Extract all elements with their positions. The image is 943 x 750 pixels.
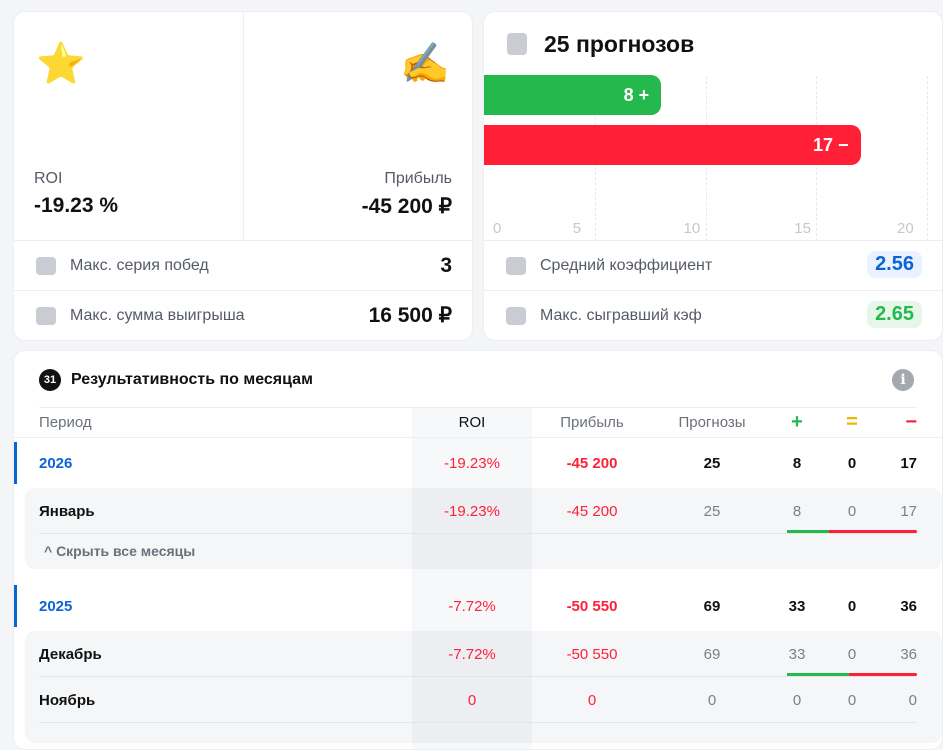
cell-lose: 0 <box>908 691 917 709</box>
cell-profit: -50 550 <box>566 645 618 663</box>
cell-draw: 0 <box>847 597 857 615</box>
x-tick-label: 0 <box>493 220 502 237</box>
cell-roi: -7.72% <box>448 645 496 663</box>
cell-count: 25 <box>703 454 721 472</box>
cell-period: 2026 <box>39 454 73 472</box>
cell-roi: -19.23% <box>444 454 500 472</box>
cell-count: 0 <box>707 691 717 709</box>
month-row[interactable]: Ноябрь 0 0 0 0 0 0 <box>14 677 942 723</box>
wins-bar: 8 + <box>484 75 662 115</box>
year-row[interactable]: 2026 -19.23% -45 200 25 8 0 17 <box>14 438 942 488</box>
months-group <box>25 488 942 569</box>
header-0: Период <box>39 414 92 431</box>
peak-chart-icon <box>506 307 526 325</box>
monthly-performance-card: 31 Результативность по месяцам i Период RO… <box>13 350 943 750</box>
cell-count: 69 <box>703 597 721 615</box>
chart-icon <box>506 257 526 275</box>
x-tick-label: 15 <box>794 220 811 237</box>
header-4: + <box>791 411 803 433</box>
cell-win: 0 <box>792 691 802 709</box>
header-2: Прибыль <box>560 414 624 431</box>
gridline <box>927 76 928 241</box>
profit-value: -45 200 ₽ <box>361 195 452 218</box>
cell-profit: 0 <box>587 691 597 709</box>
calendar-icon: 31 <box>39 369 61 391</box>
strategy-hand-icon: ✍️ <box>400 42 450 86</box>
cell-lose: 17 <box>900 502 917 520</box>
header-5: = <box>846 411 858 433</box>
cell-lose: 17 <box>900 454 917 472</box>
cell-count: 69 <box>703 645 721 663</box>
summary-card: ⭐ ✍️ ROI -19.23 % Прибыль -45 200 ₽ Макс… <box>13 11 473 341</box>
max-win-amount-value: 16 500 ₽ <box>368 304 452 327</box>
cell-lose: 36 <box>900 645 917 663</box>
cell-win: 33 <box>788 645 806 663</box>
cell-profit: -45 200 <box>566 502 618 520</box>
trophy-icon <box>36 257 56 275</box>
star-hand-icon: ⭐ <box>36 42 86 86</box>
x-tick-label: 20 <box>897 220 914 237</box>
x-tick-label: 5 <box>572 220 582 237</box>
cell-win: 8 <box>792 502 802 520</box>
cell-profit: -50 550 <box>566 597 618 615</box>
cell-draw: 0 <box>847 645 857 663</box>
cell-roi: -19.23% <box>444 502 500 520</box>
divider <box>243 12 244 241</box>
cell-win: 8 <box>792 454 802 472</box>
max-win-streak-value: 3 <box>440 254 452 277</box>
info-icon[interactable]: i <box>892 369 914 391</box>
forecasts-card: 25 прогнозов 0 5 10 15 20 8 + 17 − Средний коэ… <box>483 11 943 341</box>
cell-draw: 0 <box>847 502 857 520</box>
win-loss-ratio-bar <box>787 530 917 533</box>
losses-bar: 17 − <box>484 125 861 165</box>
roi-label: ROI <box>34 170 63 187</box>
cell-draw: 0 <box>847 454 857 472</box>
header-1: ROI <box>458 414 486 431</box>
cell-lose: 36 <box>900 597 917 615</box>
month-row[interactable]: Декабрь -7.72% -50 550 69 33 0 36 <box>14 631 942 677</box>
max-won-odds-value: 2.65 <box>867 301 922 328</box>
header-6: − <box>905 411 917 433</box>
hide-months-toggle[interactable]: ^ Скрыть все месяцы <box>44 543 196 559</box>
x-tick-label: 10 <box>683 220 701 237</box>
win-loss-ratio-bar <box>787 673 917 676</box>
header-3: Прогнозы <box>678 414 746 431</box>
cell-roi: -7.72% <box>448 597 496 615</box>
cell-period: Декабрь <box>39 645 102 663</box>
year-row[interactable]: 2025 -7.72% -50 550 69 33 0 36 <box>14 581 942 631</box>
max-win-streak-label: Макс. серия побед <box>70 257 209 274</box>
cell-period: Январь <box>39 502 95 520</box>
month-row[interactable]: Январь -19.23% -45 200 25 8 0 17 <box>14 488 942 534</box>
cell-period: Ноябрь <box>39 691 96 709</box>
avg-odds-label: Средний коэффициент <box>540 257 713 274</box>
wallet-icon <box>36 307 56 325</box>
months-group <box>25 631 942 743</box>
cell-roi: 0 <box>467 691 477 709</box>
profit-label: Прибыль <box>384 170 452 187</box>
section-title: Результативность по месяцам <box>71 371 313 388</box>
max-win-amount-label: Макс. сумма выигрыша <box>70 307 245 324</box>
cell-win: 33 <box>788 597 806 615</box>
table-header[interactable]: Период ROI Прибыль Прогнозы + = − <box>14 407 942 438</box>
forecasts-title: 25 прогнозов <box>544 31 695 57</box>
cell-count: 25 <box>703 502 721 520</box>
cell-draw: 0 <box>847 691 857 709</box>
cell-period: 2025 <box>39 597 73 615</box>
cell-profit: -45 200 <box>566 454 618 472</box>
max-won-odds-label: Макс. сыгравший кэф <box>540 307 702 324</box>
list-icon <box>507 33 527 55</box>
roi-value: -19.23 % <box>34 194 119 217</box>
avg-odds-value: 2.56 <box>867 251 922 278</box>
